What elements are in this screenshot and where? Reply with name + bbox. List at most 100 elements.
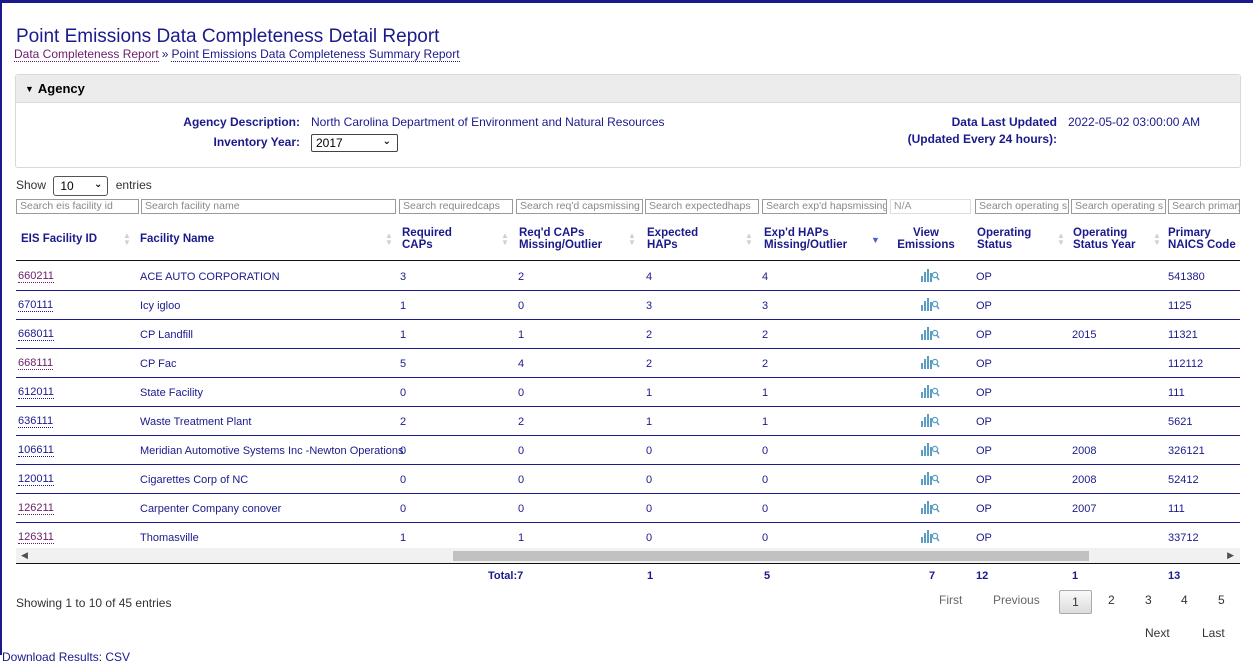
expected-haps-cell: 0	[646, 532, 653, 544]
sort-arrows-icon[interactable]: ▲ ▼	[385, 231, 393, 247]
eis-facility-id-link[interactable]: 106611	[18, 444, 54, 457]
pagination-page-5[interactable]: 5	[1218, 593, 1225, 607]
required-caps-cell: 2	[400, 416, 407, 428]
required-caps-cell: 0	[400, 445, 407, 457]
pagination-page-2[interactable]: 2	[1108, 593, 1115, 607]
eis-facility-id-link[interactable]: 668111	[18, 357, 54, 370]
eis-facility-id-link[interactable]: 126211	[18, 502, 54, 515]
table-row: 612011 State Facility 0 0 1 1 OP 111	[16, 378, 1240, 407]
search-caps-missing-input[interactable]: Search req'd capsmissing	[516, 199, 643, 214]
header-line: Req'd CAPs	[519, 227, 585, 239]
search-haps-missing-input[interactable]: Search exp'd hapsmissing	[762, 199, 887, 214]
eis-facility-id-link[interactable]: 612011	[18, 386, 54, 399]
column-header-caps-missing[interactable]: Req'd CAPs Missing/Outlier	[519, 227, 602, 251]
search-expected-haps-input[interactable]: Search expectedhaps	[645, 199, 759, 214]
header-line: HAPs	[647, 239, 678, 251]
table-header: EIS Facility ID ▲ ▼ Facility Name ▲ ▼ Requ…	[16, 219, 1240, 261]
search-operating-status-year-input[interactable]: Search operating s	[1071, 199, 1166, 214]
eis-facility-id-link[interactable]: 670111	[18, 299, 54, 312]
agency-panel-header[interactable]: ▼ Agency	[16, 75, 1240, 103]
view-emissions-icon[interactable]	[920, 325, 940, 341]
column-header-eis-facility-id[interactable]: EIS Facility ID	[21, 233, 98, 245]
view-emissions-icon[interactable]	[920, 441, 940, 457]
column-header-facility-name[interactable]: Facility Name	[140, 233, 215, 245]
column-header-haps-missing[interactable]: Exp'd HAPs Missing/Outlier	[764, 227, 847, 251]
expected-haps-cell: 1	[646, 416, 653, 428]
table-info: Showing 1 to 10 of 45 entries	[16, 596, 172, 610]
eis-facility-id-link[interactable]: 120011	[18, 473, 54, 486]
search-facility-name-input[interactable]: Search facility name	[141, 199, 396, 214]
sort-arrows-icon[interactable]: ▲ ▼	[628, 231, 636, 247]
facility-name-cell: CP Landfill	[140, 329, 193, 341]
sort-arrows-icon[interactable]: ▲ ▼	[501, 231, 509, 247]
scrollbar-thumb[interactable]	[453, 551, 1089, 561]
inventory-year-select[interactable]: 2017 ⌄	[311, 134, 398, 152]
breadcrumb-data-completeness-report[interactable]: Data Completeness Report	[14, 47, 159, 62]
agency-panel: ▼ Agency Agency Description: North Caroli…	[15, 74, 1241, 168]
column-header-required-caps[interactable]: Required CAPs	[402, 227, 452, 251]
show-label: Show	[16, 178, 47, 193]
pagination-previous-button[interactable]: Previous	[993, 593, 1040, 607]
scroll-left-arrow-icon[interactable]: ◀	[21, 550, 28, 560]
horizontal-scrollbar[interactable]: ◀ ▶	[16, 548, 1240, 564]
pagination-page-1[interactable]: 1	[1059, 590, 1092, 614]
column-header-operating-status[interactable]: Operating Status	[977, 227, 1031, 251]
header-line: Primary	[1168, 227, 1211, 239]
download-csv-link[interactable]: Download Results: CSV	[2, 650, 131, 664]
column-header-operating-status-year[interactable]: Operating Status Year	[1073, 227, 1135, 251]
sort-arrows-icon[interactable]: ▲ ▼	[1153, 231, 1161, 247]
view-emissions-icon[interactable]	[920, 354, 940, 370]
pagination-first-button[interactable]: First	[939, 593, 963, 607]
entries-select[interactable]: 10 ⌄	[53, 176, 109, 196]
sort-descending-icon[interactable]: ▼	[871, 235, 880, 245]
view-emissions-icon[interactable]	[920, 499, 940, 515]
sort-arrows-icon[interactable]: ▲ ▼	[1057, 231, 1065, 247]
search-eis-facility-id-input[interactable]: Search eis facility id	[16, 199, 139, 214]
sort-arrows-icon[interactable]: ▲ ▼	[123, 231, 131, 247]
operating-status-cell: OP	[976, 474, 992, 486]
operating-status-cell: OP	[976, 300, 992, 312]
view-emissions-icon[interactable]	[920, 267, 940, 283]
haps-missing-cell: 0	[762, 445, 769, 457]
column-header-primary-naics[interactable]: Primary NAICS Code	[1168, 227, 1236, 251]
scroll-right-arrow-icon[interactable]: ▶	[1227, 550, 1234, 560]
primary-naics-cell: 5621	[1168, 416, 1193, 428]
caps-missing-cell: 0	[518, 445, 525, 457]
search-operating-status-input[interactable]: Search operating s	[975, 199, 1069, 214]
table-row: 120011 Cigarettes Corp of NC 0 0 0 0 OP 2008 524…	[16, 465, 1240, 494]
operating-status-cell: OP	[976, 271, 992, 283]
pagination-page-4[interactable]: 4	[1181, 593, 1188, 607]
operating-status-cell: OP	[976, 416, 992, 428]
eis-facility-id-link[interactable]: 668011	[18, 328, 54, 341]
header-line: Required	[402, 227, 452, 239]
eis-facility-id-link[interactable]: 126311	[18, 531, 54, 544]
operating-status-year-cell: 2008	[1072, 474, 1097, 486]
header-line: Missing/Outlier	[519, 239, 603, 251]
haps-missing-cell: 4	[762, 271, 769, 283]
pagination-next-button[interactable]: Next	[1145, 626, 1170, 640]
view-emissions-icon[interactable]	[920, 412, 940, 428]
pagination-last-button[interactable]: Last	[1202, 626, 1225, 640]
haps-missing-cell: 2	[762, 329, 769, 341]
header-line: Operating	[1073, 227, 1128, 239]
column-header-expected-haps[interactable]: Expected HAPs	[647, 227, 698, 251]
view-emissions-icon[interactable]	[920, 296, 940, 312]
header-line: Expected	[647, 227, 699, 239]
sort-arrows-icon[interactable]: ▲ ▼	[745, 231, 753, 247]
view-emissions-icon[interactable]	[920, 383, 940, 399]
total-caps-missing: 1	[647, 570, 654, 582]
pagination-page-3[interactable]: 3	[1145, 593, 1152, 607]
breadcrumb-summary-report[interactable]: Point Emissions Data Completeness Summar…	[171, 47, 460, 62]
haps-missing-cell: 0	[762, 474, 769, 486]
view-emissions-icon[interactable]	[920, 470, 940, 486]
facility-name-cell: Icy igloo	[140, 300, 181, 312]
eis-facility-id-link[interactable]: 636111	[18, 415, 54, 428]
inventory-year-value: 2017	[316, 136, 343, 150]
eis-facility-id-link[interactable]: 660211	[18, 270, 54, 283]
view-emissions-icon[interactable]	[920, 528, 940, 544]
operating-status-cell: OP	[976, 358, 992, 370]
agency-description-label: Agency Description:	[183, 115, 300, 129]
primary-naics-cell: 112112	[1168, 358, 1204, 370]
search-primary-naics-input[interactable]: Search primary	[1168, 199, 1240, 214]
search-required-caps-input[interactable]: Search requiredcaps	[399, 199, 513, 214]
